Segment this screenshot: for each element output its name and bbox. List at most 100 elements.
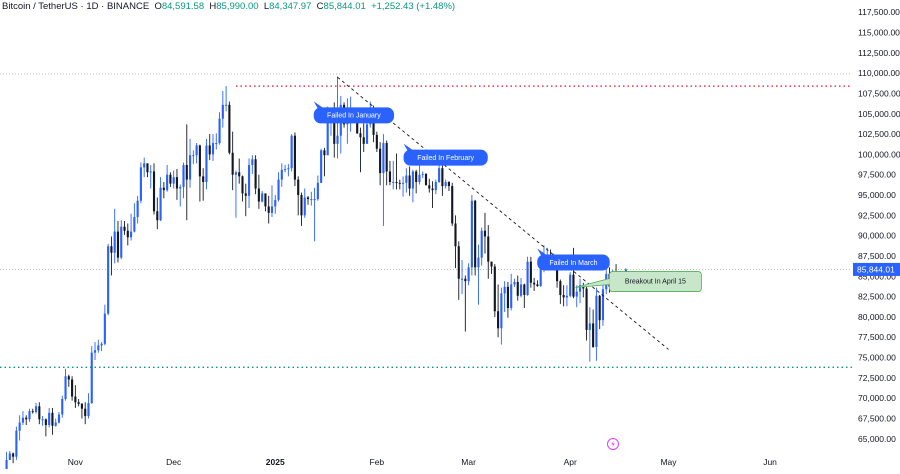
candle[interactable] — [25, 415, 27, 425]
candle[interactable] — [127, 223, 129, 245]
candle[interactable] — [140, 163, 142, 204]
candle[interactable] — [192, 150, 194, 164]
candle[interactable] — [133, 203, 135, 232]
candle[interactable] — [35, 403, 37, 414]
candle[interactable] — [307, 196, 309, 205]
candle[interactable] — [9, 451, 11, 460]
candle[interactable] — [320, 149, 322, 183]
candle[interactable] — [409, 167, 411, 196]
candle[interactable] — [94, 342, 96, 360]
candle[interactable] — [19, 415, 21, 440]
candle[interactable] — [418, 164, 420, 184]
candle[interactable] — [176, 169, 178, 200]
candle[interactable] — [169, 172, 171, 187]
candle[interactable] — [323, 148, 325, 176]
candle[interactable] — [422, 171, 424, 178]
candle[interactable] — [314, 188, 316, 242]
candle[interactable] — [395, 154, 397, 190]
candle[interactable] — [523, 284, 525, 308]
candle[interactable] — [490, 262, 492, 274]
candle[interactable] — [5, 452, 7, 469]
candle[interactable] — [235, 171, 237, 218]
candle[interactable] — [340, 96, 342, 154]
candle[interactable] — [261, 191, 263, 202]
candle[interactable] — [513, 279, 515, 287]
candle[interactable] — [586, 286, 588, 340]
candle[interactable] — [510, 274, 512, 311]
candle[interactable] — [87, 393, 89, 418]
candle[interactable] — [81, 403, 83, 418]
candle[interactable] — [392, 161, 394, 189]
candle[interactable] — [78, 399, 80, 406]
candle[interactable] — [32, 409, 34, 414]
candle[interactable] — [399, 180, 401, 190]
candle[interactable] — [123, 221, 125, 235]
candle[interactable] — [569, 272, 571, 297]
candle[interactable] — [163, 182, 165, 198]
candle[interactable] — [389, 161, 391, 185]
candle[interactable] — [497, 284, 499, 337]
candle[interactable] — [91, 346, 93, 404]
candle[interactable] — [563, 285, 565, 306]
failed-callout[interactable]: Failed In January — [314, 101, 394, 123]
candle[interactable] — [245, 184, 247, 217]
candle[interactable] — [238, 158, 240, 183]
candle[interactable] — [481, 228, 483, 266]
candle[interactable] — [458, 241, 460, 300]
candle[interactable] — [42, 416, 44, 426]
candle[interactable] — [110, 236, 112, 275]
candle[interactable] — [61, 396, 63, 418]
candle[interactable] — [232, 132, 234, 191]
candle[interactable] — [281, 163, 283, 187]
candle[interactable] — [451, 183, 453, 226]
candle[interactable] — [45, 418, 47, 436]
candle[interactable] — [68, 375, 70, 387]
candle[interactable] — [205, 139, 207, 189]
candle[interactable] — [287, 164, 289, 176]
candle[interactable] — [468, 263, 470, 285]
candle[interactable] — [120, 220, 122, 259]
candle[interactable] — [589, 307, 591, 361]
candle[interactable] — [527, 257, 529, 296]
candle[interactable] — [438, 164, 440, 183]
candle[interactable] — [38, 402, 40, 424]
candle[interactable] — [592, 310, 594, 348]
candle[interactable] — [576, 285, 578, 307]
candle[interactable] — [363, 124, 365, 152]
candle[interactable] — [271, 185, 273, 217]
candle[interactable] — [196, 143, 198, 163]
candle[interactable] — [156, 197, 158, 229]
candle[interactable] — [435, 180, 437, 195]
candle[interactable] — [199, 145, 201, 202]
candle[interactable] — [114, 209, 116, 263]
candle[interactable] — [494, 264, 496, 317]
candle[interactable] — [559, 280, 561, 304]
candle[interactable] — [504, 281, 506, 312]
candle[interactable] — [599, 295, 601, 329]
candle[interactable] — [415, 170, 417, 194]
candle[interactable] — [517, 275, 519, 300]
failed-callout[interactable]: Failed In February — [404, 144, 488, 166]
candle[interactable] — [74, 385, 76, 408]
candle[interactable] — [179, 184, 181, 206]
candle[interactable] — [310, 192, 312, 206]
candle[interactable] — [477, 245, 479, 305]
candle[interactable] — [530, 257, 532, 288]
candle[interactable] — [215, 133, 217, 149]
candle[interactable] — [143, 158, 145, 178]
candle[interactable] — [274, 195, 276, 214]
candle[interactable] — [225, 86, 227, 111]
candle[interactable] — [150, 165, 152, 189]
candle[interactable] — [431, 181, 433, 208]
candle[interactable] — [137, 196, 139, 224]
candle[interactable] — [228, 102, 230, 155]
candle[interactable] — [255, 155, 257, 194]
candle[interactable] — [445, 180, 447, 189]
lightning-icon[interactable] — [608, 439, 619, 450]
candle[interactable] — [107, 244, 109, 316]
candle[interactable] — [160, 177, 162, 221]
candle[interactable] — [15, 427, 17, 460]
candle[interactable] — [294, 132, 296, 186]
candle[interactable] — [464, 275, 466, 331]
